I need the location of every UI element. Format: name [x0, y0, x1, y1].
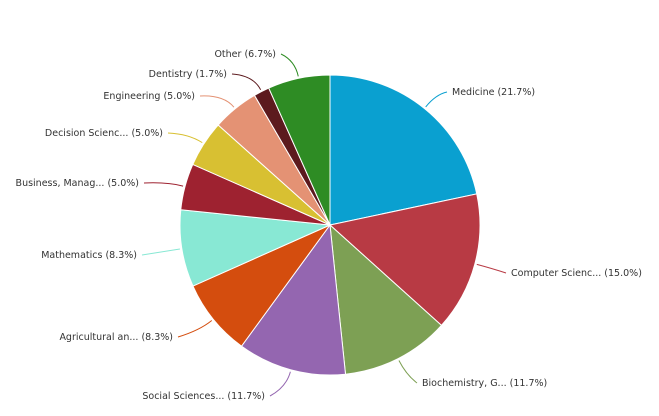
slice-label-other: Other (6.7%) — [214, 49, 276, 60]
slice-label-dentistry: Dentistry (1.7%) — [149, 69, 227, 80]
leader-line-social-sciences — [269, 371, 291, 397]
slice-label-biochemistry-g: Biochemistry, G... (11.7%) — [422, 378, 547, 389]
leader-line-mathematics — [141, 248, 180, 256]
slice-labels: Medicine (21.7%) Computer Scienc... (15.0… — [16, 49, 642, 402]
slice-label-computer-scienc: Computer Scienc... (15.0%) — [511, 268, 642, 279]
slice-label-social-sciences: Social Sciences... (11.7%) — [142, 391, 265, 402]
pie-slice-medicine[interactable] — [329, 74, 478, 226]
pie-slice-biochemistry-g[interactable] — [329, 223, 443, 375]
pie-slice-other[interactable] — [268, 74, 331, 226]
leader-lines — [141, 53, 507, 397]
leader-line-biochemistry-g — [398, 360, 418, 384]
slice-label-decision-scienc: Decision Scienc... (5.0%) — [45, 128, 163, 139]
slice-label-agricultural-an: Agricultural an... (8.3%) — [59, 332, 173, 343]
leader-line-other — [280, 53, 299, 77]
leader-line-engineering — [199, 95, 235, 108]
leader-line-agricultural-an — [177, 320, 213, 338]
leader-line-medicine — [425, 91, 448, 108]
leader-line-decision-scienc — [167, 132, 203, 144]
leader-line-computer-scienc — [476, 263, 507, 274]
leader-line-dentistry — [231, 73, 262, 90]
pie-slice-social-sciences[interactable] — [240, 223, 347, 376]
leader-line-business-manag — [143, 182, 184, 187]
pie-slices — [179, 74, 481, 376]
slice-label-mathematics: Mathematics (8.3%) — [41, 250, 137, 261]
slice-label-engineering: Engineering (5.0%) — [103, 91, 195, 102]
pie-slice-computer-scienc[interactable] — [328, 193, 481, 327]
slice-label-business-manag: Business, Manag... (5.0%) — [16, 178, 139, 189]
slice-label-medicine: Medicine (21.7%) — [452, 87, 535, 98]
